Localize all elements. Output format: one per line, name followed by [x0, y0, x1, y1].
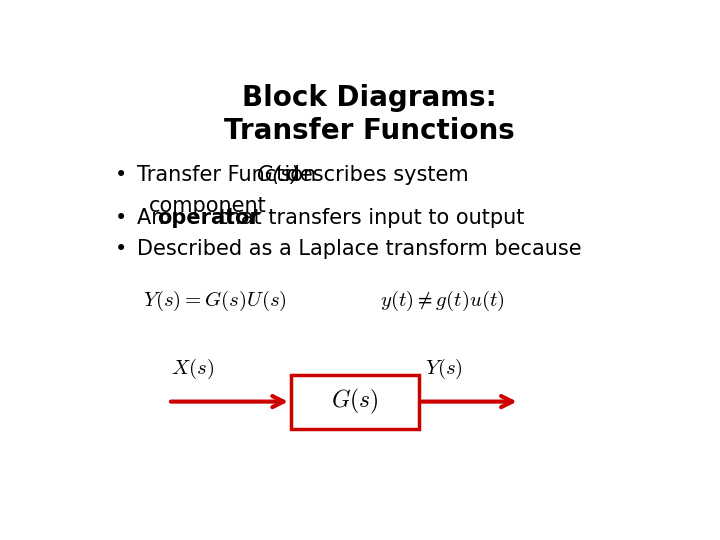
- Text: G(s): G(s): [256, 165, 299, 185]
- Text: $X(s)$: $X(s)$: [171, 357, 214, 381]
- Text: Block Diagrams:: Block Diagrams:: [242, 84, 496, 112]
- Text: Described as a Laplace transform because: Described as a Laplace transform because: [138, 239, 582, 259]
- Text: $G(s)$: $G(s)$: [331, 387, 379, 416]
- Text: $Y(s) = G(s)U(s)$: $Y(s) = G(s)U(s)$: [143, 289, 287, 313]
- Text: $y(t) \neq g(t)u(t)$: $y(t) \neq g(t)u(t)$: [380, 289, 505, 313]
- Text: Transfer Function: Transfer Function: [138, 165, 323, 185]
- Text: •: •: [115, 208, 127, 228]
- Text: describes system: describes system: [280, 165, 469, 185]
- Text: An: An: [138, 208, 171, 228]
- Text: $Y(s)$: $Y(s)$: [425, 357, 463, 381]
- FancyBboxPatch shape: [291, 375, 419, 429]
- Text: operator: operator: [157, 208, 260, 228]
- Text: that transfers input to output: that transfers input to output: [213, 208, 524, 228]
- Text: component: component: [148, 196, 266, 216]
- Text: •: •: [115, 165, 127, 185]
- Text: •: •: [115, 239, 127, 259]
- Text: Transfer Functions: Transfer Functions: [224, 117, 514, 145]
